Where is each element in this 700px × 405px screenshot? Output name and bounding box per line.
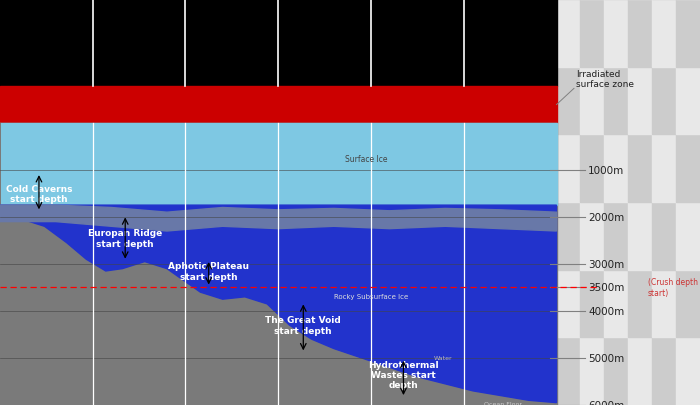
Text: The Great Void
start depth: The Great Void start depth bbox=[265, 315, 341, 335]
Text: Aphotic Plateau
start depth: Aphotic Plateau start depth bbox=[168, 262, 249, 281]
Polygon shape bbox=[0, 206, 556, 403]
Text: Rocky Subsurface Ice: Rocky Subsurface Ice bbox=[334, 293, 408, 299]
Bar bbox=[604, 68, 629, 135]
Bar bbox=[0, 87, 556, 124]
Bar bbox=[629, 270, 652, 337]
Bar bbox=[556, 68, 580, 135]
Bar bbox=[556, 135, 580, 202]
Text: Water: Water bbox=[434, 355, 453, 360]
Text: 3500m: 3500m bbox=[588, 283, 624, 293]
Text: Cold Caverns
start depth: Cold Caverns start depth bbox=[6, 184, 72, 204]
Bar bbox=[629, 68, 652, 135]
Bar bbox=[556, 0, 580, 68]
Text: Europan Ridge
start depth: Europan Ridge start depth bbox=[88, 229, 162, 248]
Bar bbox=[556, 337, 580, 405]
Bar bbox=[676, 270, 700, 337]
Bar bbox=[580, 135, 604, 202]
Bar bbox=[629, 337, 652, 405]
Bar bbox=[604, 337, 629, 405]
Text: 6000m: 6000m bbox=[588, 400, 624, 405]
Bar bbox=[629, 0, 652, 68]
Bar bbox=[580, 270, 604, 337]
Bar bbox=[676, 0, 700, 68]
Bar bbox=[652, 270, 676, 337]
Bar bbox=[676, 68, 700, 135]
Text: 4000m: 4000m bbox=[588, 306, 624, 316]
Text: Hydrothermal
Wastes start
depth: Hydrothermal Wastes start depth bbox=[368, 360, 439, 389]
Bar bbox=[676, 135, 700, 202]
Bar bbox=[676, 337, 700, 405]
Bar bbox=[580, 0, 604, 68]
Text: Surface Ice: Surface Ice bbox=[345, 154, 388, 163]
Bar bbox=[556, 202, 580, 270]
Bar bbox=[0, 124, 556, 405]
Text: 2000m: 2000m bbox=[588, 212, 624, 222]
Text: (Crush depth
start): (Crush depth start) bbox=[648, 278, 697, 298]
Bar bbox=[652, 337, 676, 405]
Bar bbox=[629, 202, 652, 270]
Text: Ocean Floor: Ocean Floor bbox=[484, 401, 522, 405]
Polygon shape bbox=[0, 124, 556, 405]
Bar bbox=[652, 202, 676, 270]
Bar bbox=[580, 337, 604, 405]
Bar bbox=[604, 202, 629, 270]
Bar bbox=[652, 68, 676, 135]
Bar bbox=[0, 124, 556, 206]
Bar bbox=[556, 270, 580, 337]
Bar bbox=[604, 0, 629, 68]
Bar bbox=[652, 135, 676, 202]
Bar bbox=[676, 202, 700, 270]
Bar bbox=[652, 0, 676, 68]
Bar bbox=[629, 135, 652, 202]
Bar bbox=[0, 0, 556, 87]
Polygon shape bbox=[0, 206, 556, 231]
Text: 5000m: 5000m bbox=[588, 353, 624, 363]
Bar bbox=[604, 135, 629, 202]
Text: Irradiated
surface zone: Irradiated surface zone bbox=[576, 70, 634, 89]
Text: 1000m: 1000m bbox=[588, 166, 624, 175]
Text: 3000m: 3000m bbox=[588, 259, 624, 269]
Bar bbox=[580, 202, 604, 270]
Bar bbox=[604, 270, 629, 337]
Bar bbox=[580, 68, 604, 135]
